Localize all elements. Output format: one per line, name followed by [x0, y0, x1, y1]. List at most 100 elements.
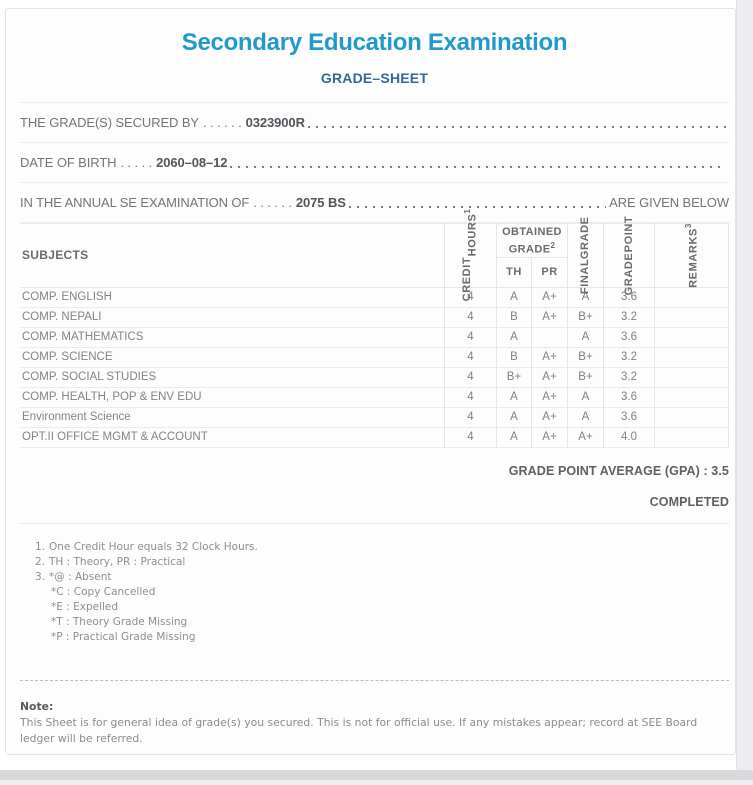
remarks-line1: REMARKS3	[684, 222, 700, 288]
footnote-text: *P : Practical Grade Missing	[51, 630, 196, 643]
note-section: Note: This Sheet is for general idea of …	[20, 699, 729, 747]
grades-table-body: COMP. ENGLISH 4 A A+ A 3.6 COMP. NEPALI …	[20, 287, 729, 448]
footnote-text: TH : Theory, PR : Practical	[49, 555, 186, 568]
remarks-cell	[654, 407, 729, 428]
final-grade-line2: GRADE	[579, 216, 591, 259]
column-header-subjects: SUBJECTS	[20, 223, 445, 288]
subject-cell: Environment Science	[20, 407, 445, 428]
column-header-grade-point: GRADE POINT	[603, 216, 655, 295]
credit-hours-cell: 4	[444, 367, 497, 388]
final-grade-cell: A	[567, 387, 604, 408]
grade-point-cell: 3.6	[603, 287, 655, 308]
theory-grade-cell: A	[496, 427, 532, 448]
sheet-header: Secondary Education Examination GRADE–SH…	[20, 9, 729, 103]
info-row-grades-secured-by: THE GRADE(S) SECURED BY . . . . . . 0323…	[20, 103, 729, 143]
final-grade-cell: B+	[567, 367, 604, 388]
final-grade-cell: A+	[567, 427, 604, 448]
credit-hours-cell: 4	[444, 307, 497, 328]
dashed-divider	[20, 679, 729, 681]
grade-point-line1: GRADE	[622, 252, 635, 296]
footnote-item: 2. TH : Theory, PR : Practical	[28, 555, 729, 570]
dot-leader	[348, 205, 607, 208]
theory-grade-cell: A	[496, 387, 532, 408]
exam-year-value: 2075 BS	[295, 195, 346, 210]
footnote-text: One Credit Hour equals 32 Clock Hours.	[49, 540, 258, 553]
theory-grade-cell: A	[496, 327, 532, 348]
subject-cell: COMP. SCIENCE	[20, 347, 445, 368]
subject-cell: COMP. ENGLISH	[20, 287, 445, 308]
theory-grade-cell: A	[496, 407, 532, 428]
grade-sheet-card: Secondary Education Examination GRADE–SH…	[5, 8, 736, 755]
table-row: OPT.II OFFICE MGMT & ACCOUNT 4 A A+ A+ 4…	[20, 427, 729, 448]
practical-grade-cell: A+	[531, 347, 568, 368]
column-header-remarks: REMARKS3	[654, 222, 729, 288]
info-suffix: ARE GIVEN BELOW	[609, 195, 729, 210]
practical-grade-cell: A+	[531, 367, 568, 388]
table-row: COMP. SCIENCE 4 B A+ B+ 3.2	[20, 347, 729, 368]
table-row: COMP. NEPALI 4 B A+ B+ 3.2	[20, 307, 729, 328]
bottom-bar	[0, 770, 753, 780]
practical-grade-cell	[531, 327, 568, 348]
footnote-item: 3. *@ : Absent	[28, 570, 729, 585]
credit-hours-cell: 4	[444, 327, 497, 348]
theory-grade-cell: A	[496, 287, 532, 308]
remarks-cell	[654, 327, 729, 348]
final-grade-cell: A	[567, 287, 604, 308]
remarks-cell	[654, 367, 729, 388]
grade-point-cell: 3.6	[603, 327, 655, 348]
dot-leader	[230, 165, 726, 168]
footnote-item: *T : Theory Grade Missing	[28, 615, 729, 630]
grade-point-cell: 3.2	[603, 367, 655, 388]
subject-cell: COMP. NEPALI	[20, 307, 445, 328]
credit-hours-cell: 4	[444, 387, 497, 408]
dot-leader	[307, 125, 726, 128]
gpa-line: GRADE POINT AVERAGE (GPA) : 3.5	[508, 463, 729, 478]
date-of-birth-value: 2060–08–12	[156, 155, 228, 170]
credit-hours-cell: 4	[444, 407, 497, 428]
credit-hours-line1: CREDIT	[461, 256, 474, 302]
remarks-cell	[654, 307, 729, 328]
footnote-text: *@ : Absent	[49, 570, 112, 583]
footnote-text: *C : Copy Cancelled	[51, 585, 156, 598]
final-grade-cell: A	[567, 407, 604, 428]
theory-grade-cell: B	[496, 347, 532, 368]
grade-point-cell: 3.6	[603, 387, 655, 408]
footnote-number: 3.	[34, 570, 45, 583]
final-grade-cell: B+	[567, 347, 604, 368]
footnotes-section: 1. One Credit Hour equals 32 Clock Hours…	[20, 524, 729, 645]
footnote-item: *C : Copy Cancelled	[28, 585, 729, 600]
info-label: THE GRADE(S) SECURED BY	[20, 115, 200, 130]
remarks-cell	[654, 347, 729, 368]
credit-hours-cell: 4	[444, 287, 497, 308]
credit-hours-line2: HOURS1	[463, 209, 479, 257]
info-label: IN THE ANNUAL SE EXAMINATION OF	[20, 195, 250, 210]
theory-grade-cell: B	[496, 307, 532, 328]
table-row: COMP. MATHEMATICS 4 A A 3.6	[20, 327, 729, 348]
grades-table: SUBJECTS CREDIT HOURS1 OBTAINED GRADE2	[20, 209, 729, 448]
footnote-text: *T : Theory Grade Missing	[51, 615, 188, 628]
subject-cell: OPT.II OFFICE MGMT & ACCOUNT	[20, 427, 445, 448]
grades-table-header: SUBJECTS CREDIT HOURS1 OBTAINED GRADE2	[20, 209, 729, 302]
credit-hours-cell: 4	[444, 347, 497, 368]
practical-grade-cell: A+	[531, 307, 568, 328]
practical-grade-cell: A+	[531, 407, 568, 428]
page-subtitle: GRADE–SHEET	[320, 70, 429, 86]
practical-grade-cell: A+	[531, 287, 568, 308]
final-grade-cell: B+	[567, 307, 604, 328]
footnote-number: 2.	[34, 555, 45, 568]
practical-grade-cell: A+	[531, 427, 568, 448]
grade-point-cell: 3.6	[603, 407, 655, 428]
subject-cell: COMP. SOCIAL STUDIES	[20, 367, 445, 388]
summary-section: GRADE POINT AVERAGE (GPA) : 3.5 COMPLETE…	[20, 448, 729, 524]
subject-cell: COMP. HEALTH, POP & ENV EDU	[20, 387, 445, 408]
remarks-cell	[654, 387, 729, 408]
dot-leader-short: . . . . . .	[203, 115, 242, 130]
footnote-item: *P : Practical Grade Missing	[28, 630, 729, 645]
grade-point-cell: 4.0	[603, 427, 655, 448]
dot-leader-short: . . . . .	[120, 155, 153, 170]
footnote-number: 1.	[34, 540, 45, 553]
vertical-scrollbar-track[interactable]	[736, 0, 753, 770]
page-title: Secondary Education Examination	[181, 29, 568, 56]
status-completed: COMPLETED	[649, 494, 729, 509]
